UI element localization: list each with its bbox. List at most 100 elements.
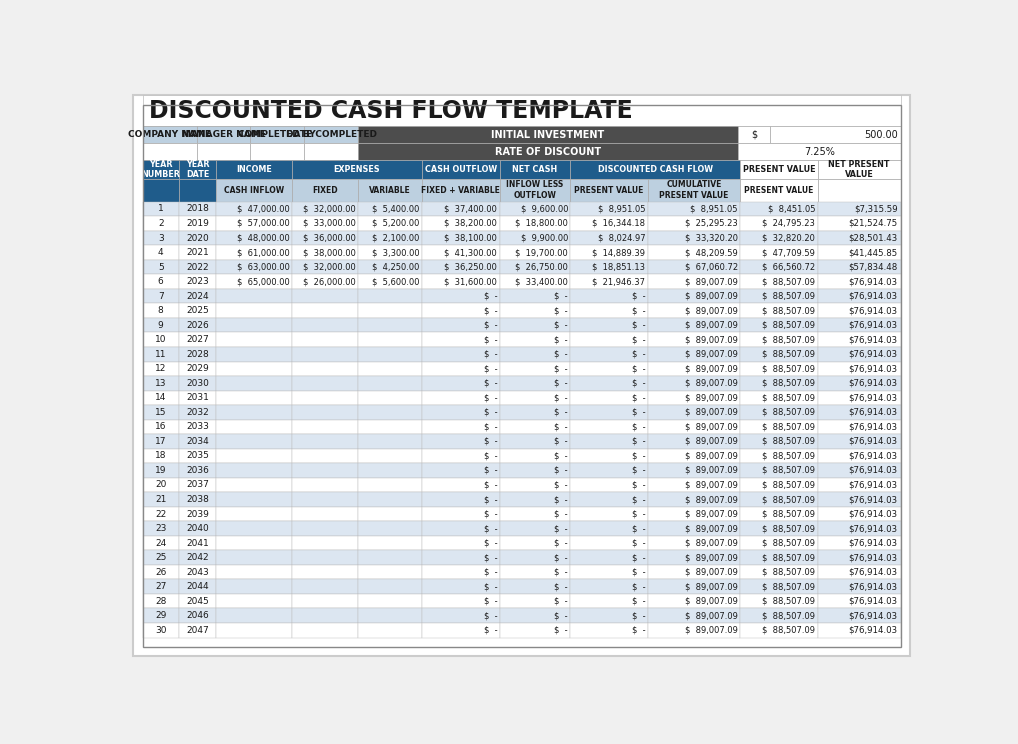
Bar <box>500 318 570 333</box>
Text: 2042: 2042 <box>186 553 209 562</box>
Text: $  8,451.05: $ 8,451.05 <box>768 205 815 214</box>
Text: $76,914.03: $76,914.03 <box>848 437 898 446</box>
Bar <box>422 522 500 536</box>
Text: 1: 1 <box>158 205 164 214</box>
Bar <box>570 580 647 594</box>
Text: $  2,100.00: $ 2,100.00 <box>373 234 419 243</box>
Text: $  89,007.09: $ 89,007.09 <box>685 481 738 490</box>
Bar <box>500 246 570 260</box>
Bar <box>817 217 901 231</box>
Bar <box>217 246 292 260</box>
Text: 2031: 2031 <box>186 394 209 403</box>
Bar <box>178 246 217 260</box>
Text: $  33,400.00: $ 33,400.00 <box>515 277 568 286</box>
Bar <box>771 126 901 143</box>
Text: MANAGER NAME: MANAGER NAME <box>181 130 266 139</box>
Text: $  -: $ - <box>484 394 497 403</box>
Bar <box>292 304 358 318</box>
Bar <box>570 464 647 478</box>
Bar <box>217 623 292 638</box>
Bar <box>500 333 570 347</box>
Bar <box>647 179 740 202</box>
Bar <box>178 275 217 289</box>
Bar <box>740 551 817 565</box>
Bar <box>740 347 817 362</box>
Text: $76,914.03: $76,914.03 <box>848 582 898 591</box>
Bar <box>500 507 570 522</box>
Bar <box>647 580 740 594</box>
Bar <box>500 231 570 246</box>
Bar <box>358 420 422 434</box>
Text: 2029: 2029 <box>186 365 209 373</box>
Text: 2027: 2027 <box>186 336 209 344</box>
Bar <box>647 217 740 231</box>
Bar <box>178 362 217 376</box>
Bar <box>358 376 422 391</box>
Bar <box>422 493 500 507</box>
Bar <box>178 536 217 551</box>
Text: $  -: $ - <box>555 452 568 461</box>
Text: $  88,507.09: $ 88,507.09 <box>762 365 815 373</box>
Bar <box>740 231 817 246</box>
Bar <box>422 420 500 434</box>
Text: $  88,507.09: $ 88,507.09 <box>762 452 815 461</box>
Text: $  3,300.00: $ 3,300.00 <box>373 248 419 257</box>
Bar <box>178 179 217 202</box>
Bar <box>817 376 901 391</box>
Text: $  89,007.09: $ 89,007.09 <box>685 539 738 548</box>
Text: $  88,507.09: $ 88,507.09 <box>762 306 815 315</box>
Text: 2035: 2035 <box>186 452 209 461</box>
Text: $  -: $ - <box>484 539 497 548</box>
Bar <box>422 449 500 464</box>
Bar <box>292 609 358 623</box>
Bar <box>817 551 901 565</box>
Text: $  -: $ - <box>484 336 497 344</box>
Text: $  63,000.00: $ 63,000.00 <box>237 263 289 272</box>
Text: $  88,507.09: $ 88,507.09 <box>762 437 815 446</box>
Bar <box>217 260 292 275</box>
Text: $  -: $ - <box>555 626 568 635</box>
Text: 19: 19 <box>155 466 166 475</box>
Text: NET CASH: NET CASH <box>512 165 558 174</box>
Text: $  -: $ - <box>632 306 645 315</box>
Text: $76,914.03: $76,914.03 <box>848 597 898 606</box>
Bar <box>292 565 358 580</box>
Bar <box>143 160 178 179</box>
Text: $  -: $ - <box>484 553 497 562</box>
Text: 4: 4 <box>158 248 164 257</box>
Text: 2047: 2047 <box>186 626 209 635</box>
Text: $  88,507.09: $ 88,507.09 <box>762 379 815 388</box>
Bar <box>143 362 178 376</box>
Bar <box>570 160 740 179</box>
Bar <box>570 376 647 391</box>
Text: $76,914.03: $76,914.03 <box>848 379 898 388</box>
Text: $  -: $ - <box>632 408 645 417</box>
Bar <box>570 246 647 260</box>
Text: $  89,007.09: $ 89,007.09 <box>685 321 738 330</box>
Bar <box>570 179 647 202</box>
Bar <box>738 143 901 160</box>
Bar <box>358 275 422 289</box>
Text: $  -: $ - <box>632 510 645 519</box>
Bar <box>217 202 292 217</box>
Bar <box>740 304 817 318</box>
Text: PRESENT VALUE: PRESENT VALUE <box>574 186 643 195</box>
Text: 22: 22 <box>155 510 166 519</box>
Bar <box>500 565 570 580</box>
Text: 25: 25 <box>155 553 166 562</box>
Text: $76,914.03: $76,914.03 <box>848 423 898 432</box>
Text: $  8,951.05: $ 8,951.05 <box>598 205 645 214</box>
Bar <box>217 493 292 507</box>
Bar <box>647 318 740 333</box>
Bar <box>422 260 500 275</box>
Bar <box>292 522 358 536</box>
Text: $  -: $ - <box>555 582 568 591</box>
Text: $  -: $ - <box>632 379 645 388</box>
Text: $  57,000.00: $ 57,000.00 <box>237 219 289 228</box>
Bar <box>422 304 500 318</box>
Text: $  88,507.09: $ 88,507.09 <box>762 626 815 635</box>
Bar <box>422 391 500 405</box>
Text: $  21,946.37: $ 21,946.37 <box>592 277 645 286</box>
Text: $  -: $ - <box>555 481 568 490</box>
Bar <box>817 333 901 347</box>
